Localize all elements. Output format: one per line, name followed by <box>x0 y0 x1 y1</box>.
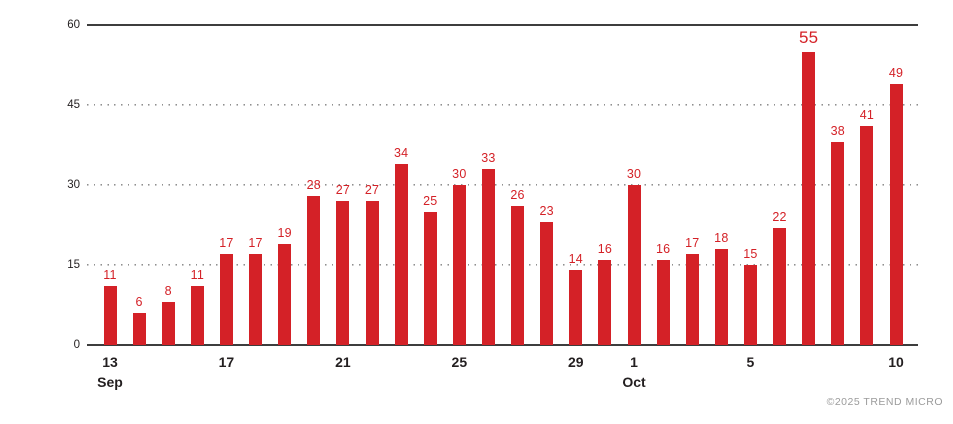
bar-sep-25 <box>452 185 466 345</box>
value-label-sep-24: 25 <box>423 193 438 208</box>
bar-sep-28 <box>540 222 554 345</box>
bar-sep-22 <box>365 201 379 345</box>
value-label-sep-25: 30 <box>452 167 467 181</box>
y-tick-15: 15 <box>67 258 80 271</box>
gridline-30 <box>87 184 918 186</box>
gridline-15 <box>87 264 918 266</box>
value-label-sep-13: 11 <box>103 268 117 283</box>
value-label-sep-27: 26 <box>510 188 525 203</box>
bar-oct-5 <box>743 265 757 345</box>
x-tick-17: 17 <box>218 354 235 370</box>
value-label-oct-5: 15 <box>743 247 758 261</box>
axis-line-0 <box>87 344 918 346</box>
axis-line-60 <box>87 24 918 26</box>
bar-oct-7 <box>802 51 816 345</box>
x-tick-29: 29 <box>567 354 584 370</box>
value-label-oct-3: 17 <box>685 236 700 251</box>
bar-sep-29 <box>569 270 583 345</box>
y-tick-45: 45 <box>67 98 80 111</box>
value-label-oct-8: 38 <box>830 124 845 139</box>
value-label-sep-17: 17 <box>219 236 234 251</box>
value-label-oct-1: 30 <box>626 167 642 181</box>
value-label-sep-21: 27 <box>335 183 351 197</box>
y-tick-0: 0 <box>73 338 80 351</box>
value-label-oct-2: 16 <box>655 241 671 256</box>
value-label-sep-30: 16 <box>597 241 613 256</box>
value-label-sep-19: 19 <box>277 225 292 240</box>
x-tick-1: 1 <box>630 354 638 370</box>
value-label-oct-10: 49 <box>888 65 904 80</box>
bar-oct-6 <box>773 227 787 345</box>
bar-sep-17 <box>219 254 233 345</box>
value-label-sep-14: 6 <box>135 295 143 309</box>
value-label-sep-16: 11 <box>190 268 205 283</box>
bar-oct-2 <box>656 259 670 345</box>
x-tick-5: 5 <box>746 354 755 370</box>
bar-oct-9 <box>860 126 874 345</box>
bar-sep-15 <box>161 302 175 345</box>
bar-sep-13 <box>103 286 117 345</box>
value-label-oct-4: 18 <box>714 231 729 245</box>
bar-sep-21 <box>336 201 350 345</box>
value-label-sep-23: 34 <box>393 145 409 160</box>
value-label-oct-7: 55 <box>799 27 819 47</box>
value-label-sep-26: 33 <box>481 151 496 165</box>
bar-oct-10 <box>889 83 903 345</box>
bar-sep-20 <box>307 195 321 345</box>
bar-sep-30 <box>598 259 612 345</box>
bar-oct-3 <box>685 254 699 345</box>
bar-sep-19 <box>278 243 292 345</box>
x-tick-25: 25 <box>451 354 468 370</box>
y-tick-60: 60 <box>67 18 80 31</box>
value-label-sep-20: 28 <box>306 177 321 192</box>
value-label-sep-28: 23 <box>539 204 554 219</box>
month-label-oct: Oct <box>622 374 646 390</box>
bar-sep-16 <box>190 286 204 345</box>
x-tick-10: 10 <box>888 354 904 370</box>
bar-sep-24 <box>423 211 437 345</box>
value-label-sep-22: 27 <box>364 183 380 197</box>
month-label-sep: Sep <box>97 374 123 390</box>
bar-oct-4 <box>714 249 728 345</box>
y-tick-30: 30 <box>67 178 80 191</box>
x-tick-13: 13 <box>102 354 118 370</box>
bar-oct-1 <box>627 185 641 345</box>
bar-sep-26 <box>481 169 495 345</box>
value-label-sep-15: 8 <box>164 284 172 299</box>
bar-sep-23 <box>394 163 408 345</box>
value-label-oct-6: 22 <box>772 209 787 224</box>
value-label-sep-29: 14 <box>568 252 583 267</box>
value-label-oct-9: 41 <box>859 108 875 123</box>
bar-sep-14 <box>132 313 146 345</box>
bar-sep-18 <box>249 254 263 345</box>
x-tick-21: 21 <box>335 354 351 370</box>
bar-sep-27 <box>511 206 525 345</box>
gridline-45 <box>87 104 918 106</box>
bar-oct-8 <box>831 142 845 345</box>
value-label-sep-18: 17 <box>248 236 263 251</box>
copyright-credit: ©2025 TREND MICRO <box>826 396 943 408</box>
